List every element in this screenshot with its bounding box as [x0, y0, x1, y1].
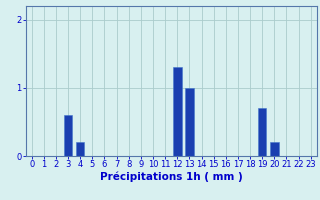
X-axis label: Précipitations 1h ( mm ): Précipitations 1h ( mm ) [100, 172, 243, 182]
Bar [258, 108, 267, 156]
Bar [64, 115, 72, 156]
Bar [173, 67, 181, 156]
Bar [76, 142, 84, 156]
Bar [270, 142, 279, 156]
Bar [185, 88, 194, 156]
